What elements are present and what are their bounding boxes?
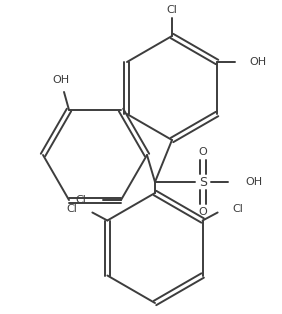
Text: OH: OH xyxy=(245,177,262,187)
Text: OH: OH xyxy=(249,57,266,67)
Text: O: O xyxy=(199,147,207,157)
Text: Cl: Cl xyxy=(233,203,243,214)
Text: S: S xyxy=(199,176,207,188)
Text: O: O xyxy=(199,207,207,217)
Text: Cl: Cl xyxy=(75,195,86,205)
Text: Cl: Cl xyxy=(167,5,177,15)
Text: Cl: Cl xyxy=(67,203,77,214)
Text: OH: OH xyxy=(52,75,70,85)
